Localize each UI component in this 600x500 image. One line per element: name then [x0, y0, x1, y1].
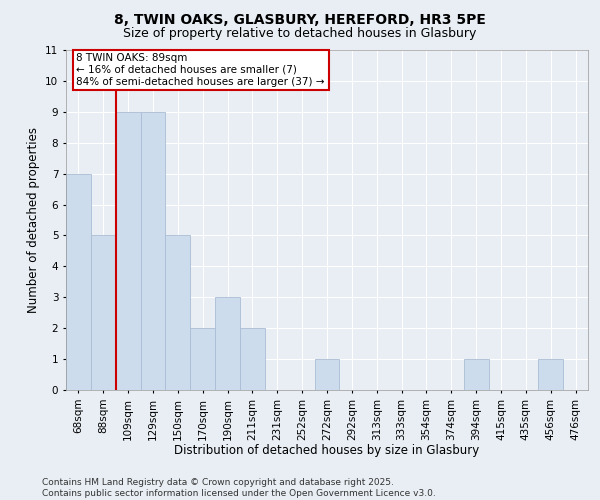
Text: 8 TWIN OAKS: 89sqm
← 16% of detached houses are smaller (7)
84% of semi-detached: 8 TWIN OAKS: 89sqm ← 16% of detached hou… [76, 54, 325, 86]
Bar [166, 236, 190, 390]
Bar [116, 112, 140, 390]
Bar [240, 328, 265, 390]
Bar [66, 174, 91, 390]
Bar [190, 328, 215, 390]
Bar [538, 359, 563, 390]
Text: 8, TWIN OAKS, GLASBURY, HEREFORD, HR3 5PE: 8, TWIN OAKS, GLASBURY, HEREFORD, HR3 5P… [114, 12, 486, 26]
Bar [215, 298, 240, 390]
Bar [314, 359, 340, 390]
Y-axis label: Number of detached properties: Number of detached properties [26, 127, 40, 313]
Bar [464, 359, 488, 390]
Bar [91, 236, 116, 390]
Text: Size of property relative to detached houses in Glasbury: Size of property relative to detached ho… [124, 28, 476, 40]
X-axis label: Distribution of detached houses by size in Glasbury: Distribution of detached houses by size … [175, 444, 479, 457]
Text: Contains HM Land Registry data © Crown copyright and database right 2025.
Contai: Contains HM Land Registry data © Crown c… [42, 478, 436, 498]
Bar [140, 112, 166, 390]
